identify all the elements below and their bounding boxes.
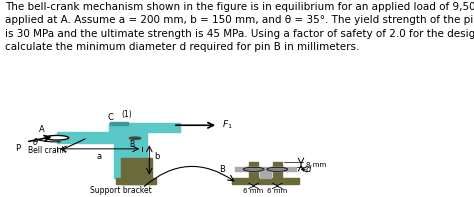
Text: $F_1$: $F_1$: [222, 119, 233, 131]
Text: b: b: [154, 152, 159, 161]
Bar: [235, 167, 296, 171]
Circle shape: [243, 167, 264, 171]
Text: $\theta$: $\theta$: [32, 136, 39, 147]
Text: 6 mm: 6 mm: [267, 188, 287, 194]
Text: Bell crank: Bell crank: [28, 146, 66, 155]
Bar: [249, 162, 258, 178]
Text: (1): (1): [122, 110, 132, 119]
Text: B: B: [129, 140, 134, 149]
Text: The bell-crank mechanism shown in the figure is in equilibrium for an applied lo: The bell-crank mechanism shown in the fi…: [5, 2, 474, 52]
Text: 8 mm: 8 mm: [306, 162, 326, 168]
Circle shape: [267, 167, 288, 171]
Bar: [260, 169, 271, 178]
Text: a: a: [97, 152, 102, 161]
Text: Support bracket: Support bracket: [90, 186, 152, 195]
Text: B: B: [219, 165, 225, 174]
Text: 6 mm: 6 mm: [244, 188, 264, 194]
Bar: [232, 178, 299, 184]
Text: d: d: [306, 165, 311, 174]
Bar: [273, 162, 282, 178]
Circle shape: [129, 137, 141, 139]
Circle shape: [45, 135, 69, 140]
Text: P: P: [16, 144, 20, 153]
Text: A: A: [39, 125, 45, 134]
Bar: [121, 158, 152, 184]
Text: C: C: [107, 112, 113, 122]
Bar: [110, 122, 128, 125]
Bar: [116, 178, 156, 184]
